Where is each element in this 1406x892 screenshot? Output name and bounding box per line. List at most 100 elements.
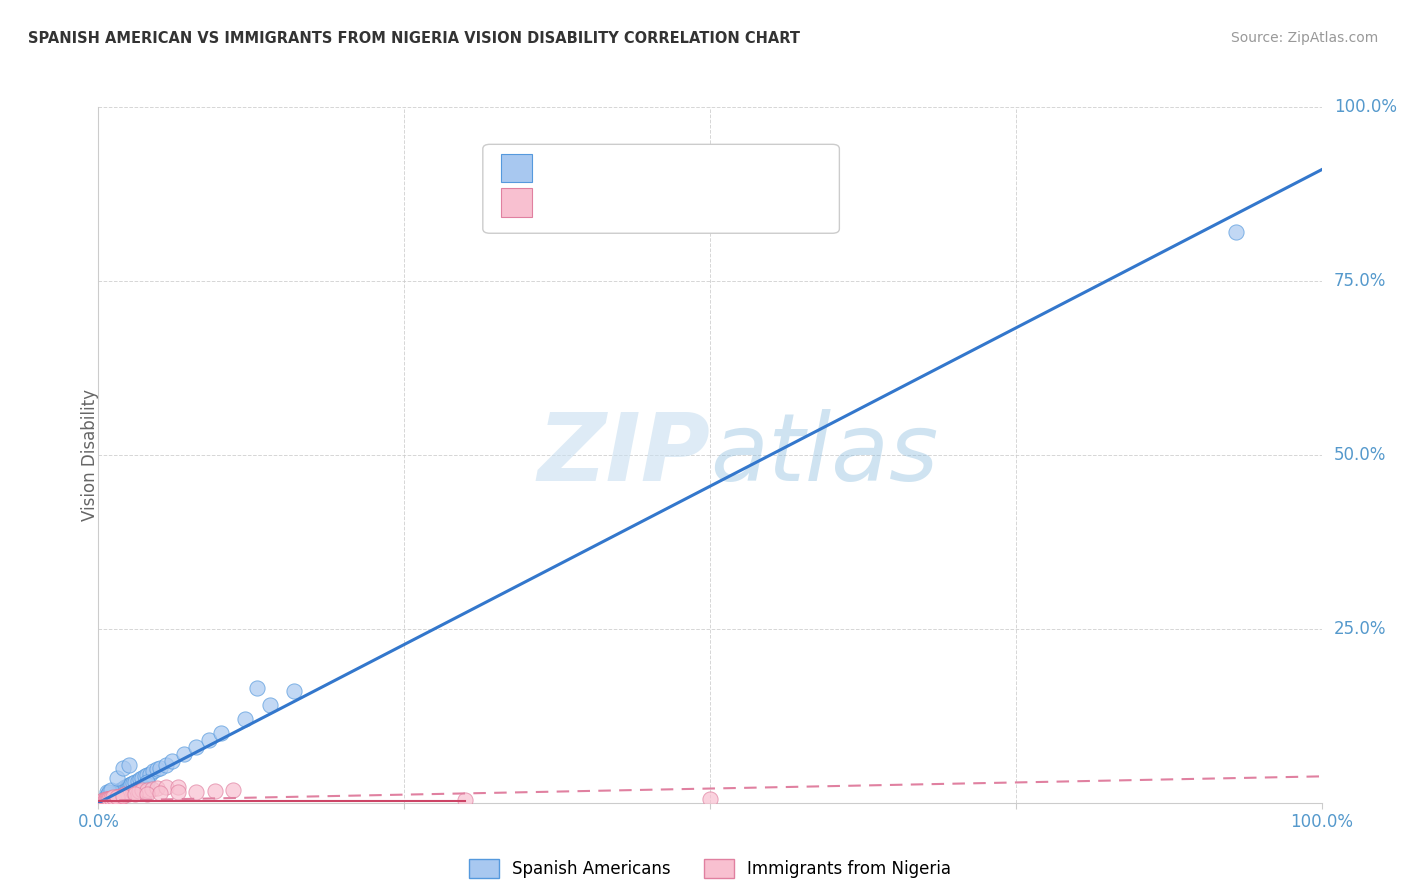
Point xyxy=(93,793,115,807)
Point xyxy=(94,790,117,805)
Point xyxy=(121,785,143,799)
Point xyxy=(100,789,122,803)
Point xyxy=(93,794,115,808)
Point xyxy=(100,791,122,805)
Point xyxy=(94,793,117,807)
Point xyxy=(111,782,134,797)
Point xyxy=(111,781,134,796)
Point xyxy=(204,784,226,798)
Point xyxy=(112,781,135,796)
Point xyxy=(136,787,159,801)
Point xyxy=(111,761,134,775)
Point xyxy=(124,788,146,802)
Point xyxy=(173,747,195,761)
Point xyxy=(103,791,125,805)
Text: 25.0%: 25.0% xyxy=(1334,620,1386,638)
Point xyxy=(134,769,156,783)
Point xyxy=(131,783,153,797)
Point xyxy=(118,757,141,772)
Point xyxy=(91,794,114,808)
Point xyxy=(233,712,256,726)
Point xyxy=(120,778,142,792)
Point xyxy=(114,788,136,802)
Point xyxy=(131,771,153,785)
Text: N =: N = xyxy=(638,159,690,178)
Point xyxy=(101,791,124,805)
Point xyxy=(105,772,128,786)
Point xyxy=(146,763,169,777)
Point xyxy=(111,788,134,802)
Point xyxy=(454,793,477,807)
Text: N =: N = xyxy=(638,194,690,211)
Text: 75.0%: 75.0% xyxy=(1334,272,1386,290)
Point xyxy=(105,785,128,799)
Text: 54: 54 xyxy=(679,159,704,178)
Point xyxy=(105,789,128,804)
Point xyxy=(107,785,129,799)
Point xyxy=(167,785,190,799)
Point xyxy=(149,786,172,800)
Point xyxy=(186,785,208,799)
Point xyxy=(98,785,121,799)
Point xyxy=(97,790,120,805)
Point xyxy=(115,780,138,794)
Point xyxy=(97,792,120,806)
Point xyxy=(103,787,125,801)
Y-axis label: Vision Disability: Vision Disability xyxy=(82,389,98,521)
Point xyxy=(117,787,139,801)
Point xyxy=(91,794,114,808)
Legend: Spanish Americans, Immigrants from Nigeria: Spanish Americans, Immigrants from Niger… xyxy=(463,853,957,885)
Point xyxy=(111,789,134,803)
Point xyxy=(124,785,146,799)
Point xyxy=(94,792,117,806)
Point xyxy=(1225,225,1247,239)
Point xyxy=(98,792,121,806)
Point xyxy=(111,789,134,803)
Text: SPANISH AMERICAN VS IMMIGRANTS FROM NIGERIA VISION DISABILITY CORRELATION CHART: SPANISH AMERICAN VS IMMIGRANTS FROM NIGE… xyxy=(28,31,800,46)
Point xyxy=(146,781,169,796)
Point xyxy=(107,789,129,804)
Point xyxy=(259,698,281,713)
Text: 100.0%: 100.0% xyxy=(1334,98,1398,116)
Point xyxy=(118,778,141,792)
Point xyxy=(120,777,142,791)
Text: 0.171: 0.171 xyxy=(574,194,637,211)
Text: atlas: atlas xyxy=(710,409,938,500)
Text: ZIP: ZIP xyxy=(537,409,710,501)
Text: Source: ZipAtlas.com: Source: ZipAtlas.com xyxy=(1230,31,1378,45)
Point xyxy=(101,790,124,805)
Point xyxy=(120,786,142,800)
Point xyxy=(105,790,128,805)
Point xyxy=(101,791,124,805)
Text: R =: R = xyxy=(543,159,582,178)
Point xyxy=(101,788,124,802)
Point xyxy=(104,786,127,800)
Point xyxy=(124,775,146,789)
Point xyxy=(139,766,162,780)
Point xyxy=(136,782,159,797)
Point xyxy=(97,788,120,802)
Point xyxy=(197,733,219,747)
Point xyxy=(114,780,136,795)
Point xyxy=(129,772,152,786)
Point xyxy=(108,784,131,798)
Point xyxy=(186,740,208,755)
Point xyxy=(167,780,190,794)
Text: 0.946: 0.946 xyxy=(574,159,631,178)
Point xyxy=(110,789,132,803)
Point xyxy=(160,754,183,768)
Point xyxy=(100,783,122,797)
Point xyxy=(96,792,118,806)
Point xyxy=(136,775,159,789)
Text: 50: 50 xyxy=(679,194,704,211)
Point xyxy=(155,780,177,795)
Point xyxy=(155,757,177,772)
Point xyxy=(97,791,120,805)
Point xyxy=(96,791,118,805)
Point xyxy=(142,764,165,779)
Point xyxy=(93,791,115,805)
Point xyxy=(127,773,149,788)
Point xyxy=(98,791,121,805)
Point xyxy=(98,789,121,804)
Point xyxy=(104,790,127,805)
